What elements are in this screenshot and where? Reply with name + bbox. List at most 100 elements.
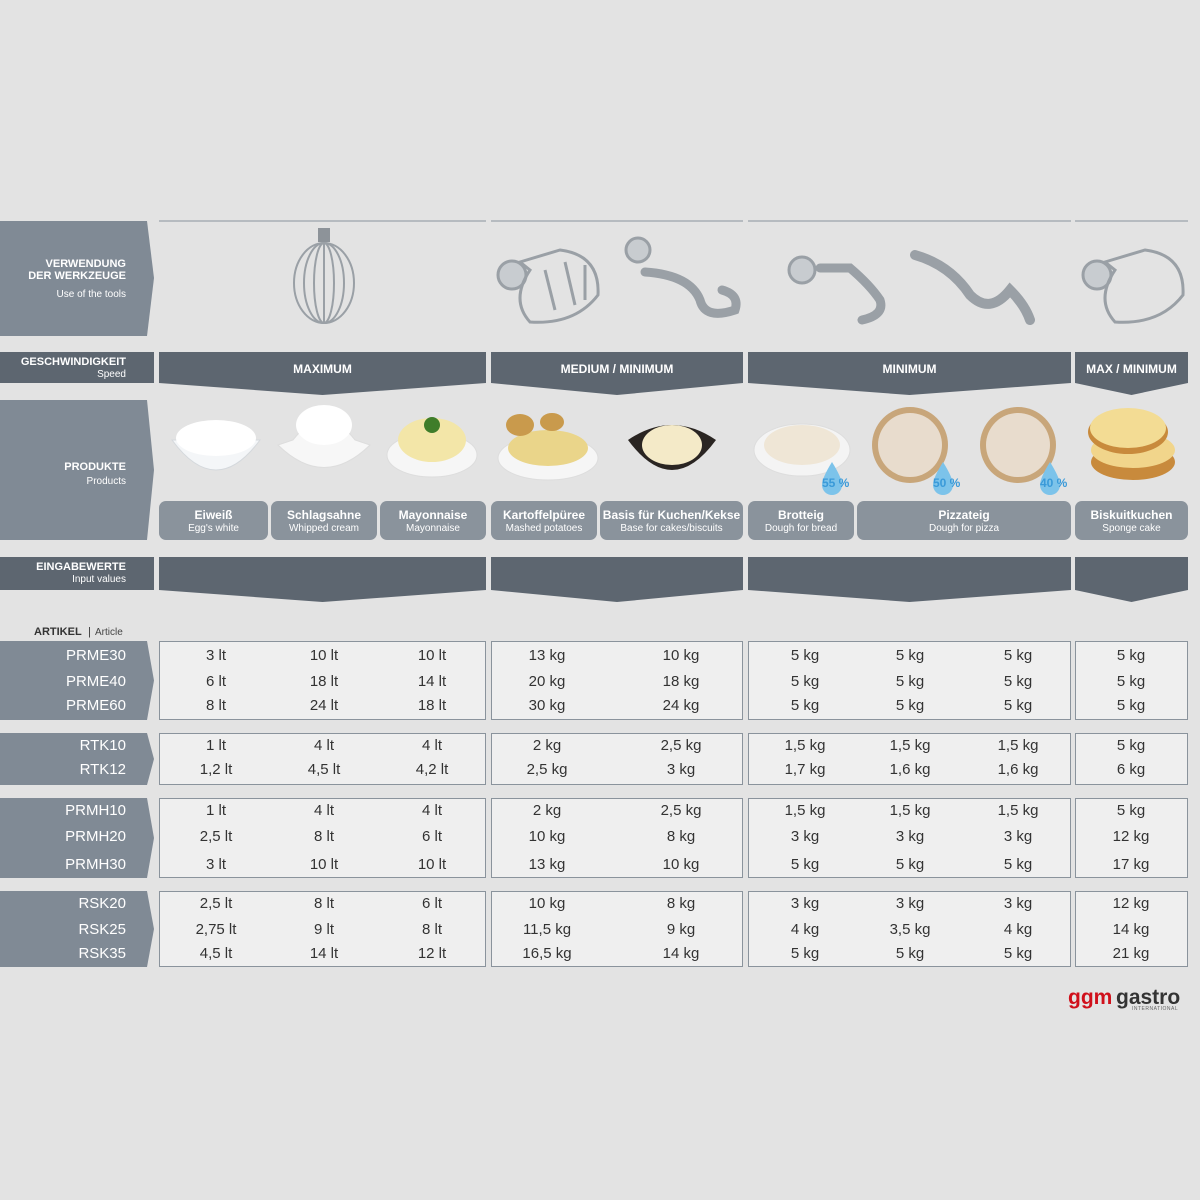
table-box [491, 733, 743, 785]
capacity-value: 5 kg [895, 673, 925, 690]
capacity-value: 8 kg [666, 895, 696, 912]
row-label-title: GESCHWINDIGKEIT [20, 356, 126, 368]
speed-label: MAXIMUM [293, 362, 352, 376]
model-name: RSK20 [78, 895, 126, 912]
water-content: 55 % [822, 476, 850, 490]
capacity-value: 2,5 lt [199, 895, 233, 912]
capacity-value: 4,5 lt [307, 761, 341, 778]
label-panel [0, 557, 154, 590]
logo-tagline: INTERNATIONAL [1132, 1006, 1179, 1012]
product-translation: Dough for bread [764, 523, 838, 534]
model-name: PRME40 [65, 673, 126, 690]
product-translation: Dough for pizza [928, 523, 1000, 534]
article-separator: | [88, 626, 91, 638]
capacity-value: 13 kg [528, 856, 566, 873]
capacity-value: 1 lt [205, 802, 226, 819]
capacity-value: 14 lt [417, 673, 447, 690]
article-label: ARTIKEL [34, 626, 82, 638]
model-name: PRMH20 [65, 828, 126, 845]
capacity-value: 4 lt [421, 802, 442, 819]
capacity-value: 5 kg [1116, 697, 1146, 714]
capacity-value: 2,5 kg [660, 802, 702, 819]
capacity-value: 11,5 kg [522, 921, 572, 938]
capacity-value: 30 kg [528, 697, 566, 714]
capacity-value: 2,5 kg [660, 737, 702, 754]
capacity-value: 6 lt [205, 673, 226, 690]
table-box [1075, 641, 1188, 720]
logo-brand: gastro [1116, 986, 1181, 1009]
capacity-value: 3,5 kg [889, 921, 931, 938]
water-drop [822, 462, 1060, 495]
capacity-value: 1,5 kg [784, 737, 826, 754]
capacity-value: 2,5 lt [199, 828, 233, 845]
capacity-value: 6 lt [421, 895, 442, 912]
row-label-subtitle: Speed [97, 369, 126, 380]
product-translation: Sponge cake [1102, 523, 1161, 534]
input-bar [748, 557, 1071, 602]
product-translation: Whipped cream [288, 523, 360, 534]
table-box [491, 641, 743, 720]
model-name: PRME30 [65, 647, 126, 664]
speed-bar [491, 352, 743, 395]
capacity-value: 1,6 kg [997, 761, 1039, 778]
product-name: Brotteig [778, 508, 824, 522]
capacity-value: 9 kg [666, 921, 696, 938]
table-box [1075, 798, 1188, 878]
product-name: Eiweiß [194, 508, 233, 522]
capacity-value: 8 lt [205, 697, 226, 714]
product-box [600, 501, 743, 540]
product-name: Biskuitkuchen [1090, 508, 1173, 522]
capacity-value: 8 lt [421, 921, 442, 938]
capacity-value: 5 kg [790, 673, 820, 690]
water-content: 40 % [1040, 476, 1068, 490]
capacity-value: 10 kg [528, 828, 566, 845]
product-box [857, 501, 1071, 540]
capacity-value: 8 lt [313, 895, 334, 912]
capacity-value: 4,5 lt [199, 945, 233, 962]
label-panel [0, 400, 154, 540]
capacity-value: 10 lt [417, 856, 447, 873]
product-box [380, 501, 486, 540]
capacity-value: 1 lt [205, 737, 226, 754]
article-label-subtitle: Article [95, 627, 123, 638]
row-label-title: PRODUKTE [64, 461, 126, 473]
capacity-value: 5 kg [1116, 737, 1146, 754]
capacity-value: 5 kg [1003, 647, 1033, 664]
capacity-value: 4,2 lt [415, 761, 449, 778]
product-translation: Mashed potatoes [505, 523, 583, 534]
capacity-value: 5 kg [790, 856, 820, 873]
food-image [171, 405, 1175, 483]
capacity-value: 21 kg [1112, 945, 1150, 962]
capacity-value: 6 lt [421, 828, 442, 845]
capacity-value: 16,5 kg [522, 945, 572, 962]
capacity-value: 5 kg [790, 945, 820, 962]
capacity-value: 2 kg [532, 802, 562, 819]
product-box [491, 501, 597, 540]
capacity-value: 4 lt [421, 737, 442, 754]
table-box [491, 891, 743, 967]
capacity-value: 1,5 kg [997, 737, 1039, 754]
row-label-subtitle: Input values [72, 574, 126, 585]
model-panel [0, 798, 154, 878]
speed-label: MEDIUM / MINIMUM [560, 362, 674, 376]
product-box [159, 501, 268, 540]
product-translation: Egg's white [188, 523, 239, 534]
capacity-value: 10 kg [662, 856, 700, 873]
capacity-value: 5 kg [1003, 697, 1033, 714]
capacity-value: 3 lt [205, 647, 226, 664]
capacity-value: 14 kg [1112, 921, 1150, 938]
model-panel [0, 733, 154, 785]
model-name: RSK25 [78, 921, 126, 938]
model-name: PRMH10 [65, 802, 126, 819]
capacity-value: 10 lt [417, 647, 447, 664]
capacity-value: 24 kg [662, 697, 700, 714]
capacity-value: 1,6 kg [889, 761, 931, 778]
capacity-value: 4 lt [313, 802, 334, 819]
table-box [491, 798, 743, 878]
water-content: 50 % [933, 476, 961, 490]
table-box [159, 733, 486, 785]
speed-label: MINIMUM [882, 362, 937, 376]
capacity-value: 5 kg [790, 647, 820, 664]
